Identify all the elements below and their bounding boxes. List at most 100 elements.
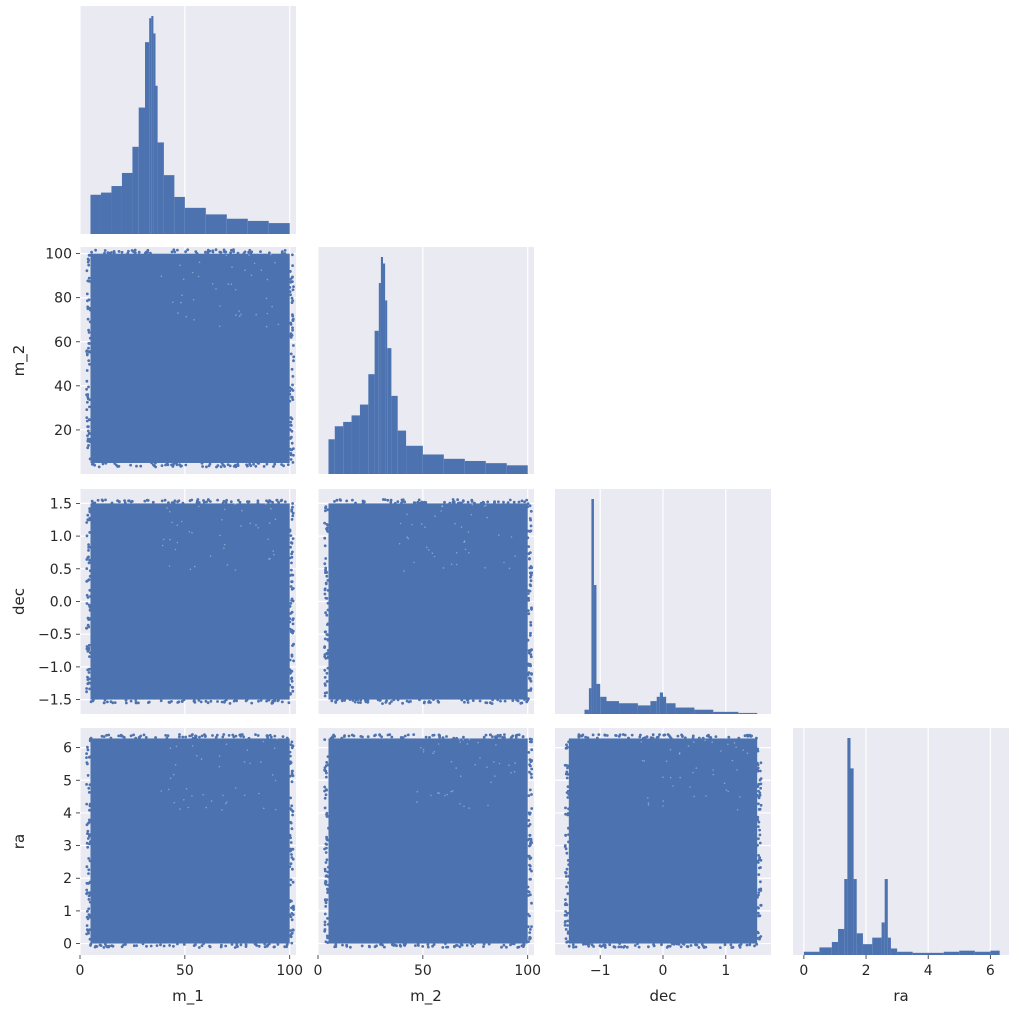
histogram-bar [606, 701, 620, 714]
scatter-point [665, 946, 669, 949]
scatter-point [462, 735, 465, 739]
scatter-point [759, 786, 762, 790]
scatter-point [515, 698, 518, 702]
scatter-point [88, 739, 92, 743]
scatter-point [324, 874, 328, 878]
scatter-point [528, 937, 532, 941]
scatter-point [564, 847, 568, 851]
scatter-point [88, 928, 92, 932]
scatter-point [566, 766, 569, 770]
scatter-edge-points [323, 498, 534, 705]
scatter-gap-dot [173, 801, 176, 804]
histogram-bar [593, 585, 597, 714]
scatter-point [195, 501, 199, 505]
scatter-point [527, 940, 530, 943]
scatter-point [104, 461, 108, 465]
scatter-point [173, 250, 177, 254]
scatter-gap-dot [725, 789, 728, 791]
scatter-point [176, 701, 180, 704]
scatter-gap-dot [160, 275, 163, 278]
scatter-gap-dot [498, 534, 500, 536]
scatter-point [134, 736, 138, 740]
scatter-point [170, 700, 173, 703]
scatter-point [88, 842, 91, 846]
histogram-bar [121, 172, 133, 234]
scatter-point [529, 631, 532, 635]
scatter-point [530, 807, 534, 810]
scatter-point [412, 733, 416, 736]
scatter-point [325, 846, 328, 850]
histogram-bar [226, 218, 248, 234]
scatter-point [323, 536, 327, 540]
scatter-point [739, 943, 743, 946]
scatter-point [335, 498, 339, 502]
scatter-point [197, 698, 201, 702]
scatter-point [290, 417, 294, 421]
scatter-point [291, 622, 295, 626]
scatter-point [326, 633, 330, 637]
scatter-point [520, 499, 524, 503]
scatter-point [460, 698, 464, 702]
scatter-point [652, 944, 656, 948]
scatter-point [326, 638, 330, 641]
x-tick-label: 6 [986, 963, 995, 979]
scatter-point [86, 616, 90, 620]
scatter-gap-dot [243, 761, 246, 763]
scatter-point [341, 943, 344, 947]
scatter-point [289, 585, 293, 588]
scatter-point [289, 796, 292, 800]
scatter-point [89, 736, 93, 740]
scatter-gap-dot [209, 555, 212, 557]
scatter-point [360, 944, 364, 948]
scatter-gap-dot [246, 749, 249, 751]
scatter-point [126, 252, 130, 255]
scatter-point [290, 395, 293, 399]
scatter-point [289, 541, 293, 544]
scatter-point [469, 942, 473, 946]
scatter-point [88, 808, 91, 812]
scatter-point [162, 944, 166, 948]
scatter-gap-dot [189, 568, 192, 571]
scatter-gap-dot [169, 510, 171, 513]
scatter-point [191, 736, 195, 740]
y-axis-ra: 0 1 2 3 4 5 6 ra [10, 741, 80, 953]
scatter-point-cloud [90, 738, 290, 944]
scatter-point [292, 908, 295, 911]
scatter-point [326, 579, 330, 582]
scatter-point [85, 802, 89, 806]
scatter-point [143, 251, 147, 255]
scatter-gap-dot [462, 738, 465, 741]
histogram-bar [872, 937, 882, 955]
scatter-point [403, 500, 407, 504]
scatter-point [383, 498, 387, 501]
scatter-point [88, 558, 91, 562]
scatter-point [268, 251, 271, 255]
scatter-point [490, 702, 494, 705]
scatter-point [87, 755, 91, 759]
scatter-gap-dot [422, 751, 425, 753]
scatter-point [401, 701, 404, 705]
scatter-point [86, 832, 89, 835]
scatter-gap-dot [735, 746, 737, 748]
scatter-point [516, 946, 520, 949]
scatter-gap-dot [179, 808, 181, 810]
scatter-point [209, 500, 212, 503]
scatter-point [567, 874, 571, 878]
scatter-point [245, 698, 249, 702]
scatter-gap-dot [191, 745, 194, 747]
scatter-point [87, 385, 90, 389]
histogram-bars [584, 499, 758, 714]
scatter-point [288, 750, 292, 754]
scatter-point [221, 735, 225, 739]
scatter-gap-dot [416, 801, 418, 803]
scatter-point [705, 734, 709, 738]
histogram-bar [155, 85, 158, 234]
scatter-point [291, 511, 295, 515]
scatter-point [105, 733, 108, 737]
scatter-point [323, 789, 326, 793]
scatter-point [88, 608, 92, 612]
scatter-point [289, 841, 293, 844]
scatter-point [737, 736, 741, 740]
scatter-point [324, 596, 328, 600]
scatter-point [426, 943, 430, 946]
